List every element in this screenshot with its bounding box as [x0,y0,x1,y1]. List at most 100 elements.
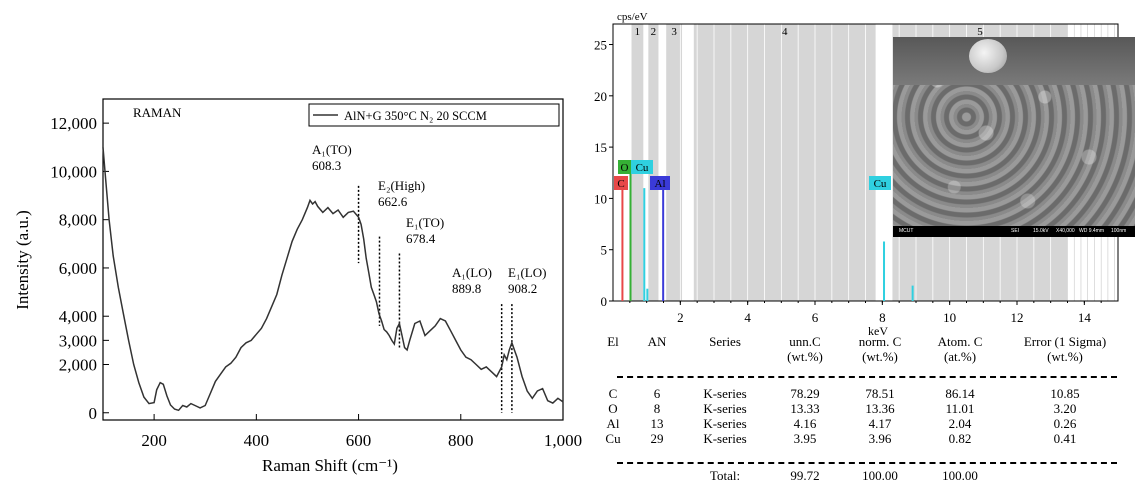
table-header-unit: (at.%) [943,349,977,364]
raman-y-axis-label: Intensity (a.u.) [13,210,32,310]
eds-region-band [666,24,683,301]
eds-peak-label-box [614,176,628,190]
table-cell: 0.41 [1053,431,1077,446]
raman-x-tick-label: 600 [346,431,372,450]
table-total-cell: 100.00 [862,468,898,483]
eds-peak-label: Al [655,178,666,190]
peak-label-shift: 662.6 [378,194,408,209]
table-cell: 0.82 [948,431,972,446]
table-header: Series [709,334,741,349]
peak-label-mode: A₁(LO) [452,265,492,280]
table-header: AN [647,334,667,349]
table-cell: 6 [653,386,661,401]
sem-bar-text: MCUT [899,228,914,234]
raman-x-tick-label: 800 [448,431,474,450]
table-total-cell: 99.72 [790,468,820,483]
raman-peak-markers [357,185,513,413]
table-cell: Cu [605,431,621,446]
eds-region-label: 5 [977,26,983,38]
eds-peak-label: O [621,162,629,174]
eds-y-tick-label: 0 [601,294,608,309]
table-header: Error (1 Sigma) [1023,334,1107,349]
eds-y-tick-label: 20 [594,89,607,104]
table-header: norm. C [858,334,902,349]
raman-y-axis: 0 2,000 3,000 4,000 6,000 8,000 10,000 12,000 [50,114,109,423]
raman-title: RAMAN [133,105,182,120]
table-cell: 10.85 [1050,386,1080,401]
raman-x-tick-label: 1,000 [544,431,582,450]
table-header: El [607,334,619,349]
table-cell: 3.20 [1053,401,1077,416]
raman-x-axis: 200 400 600 800 1,000 [141,414,582,450]
table-cell: 4.16 [793,416,817,431]
eds-peak-label-box [650,176,670,190]
table-cell: 4.17 [868,416,892,431]
table-cell: 13.33 [790,401,820,416]
eds-x-tick-label: 8 [879,310,886,325]
table-cell: 0.26 [1053,416,1077,431]
table-header: unn.C [789,334,821,349]
eds-y-unit: cps/eV [617,11,648,23]
raman-plot-frame [102,98,564,421]
peak-label-shift: 889.8 [452,281,481,296]
eds-x-tick-label: 6 [812,310,819,325]
sem-particle [969,39,1007,73]
eds-x-tick-label: 2 [677,310,684,325]
raman-y-tick-label: 6,000 [59,259,97,278]
peak-label-mode: A₁(TO) [312,142,352,157]
eds-region-label: 3 [671,26,677,38]
table-header-unit: (wt.%) [862,349,898,364]
eds-x-unit: keV [868,324,888,338]
peak-label-mode: E₂(High) [378,178,425,193]
eds-peak-label: Cu [636,162,649,174]
sem-info-bar: MCUT SEI 15.0kV X40,000 WD 9.4mm 100nm [893,226,1135,237]
table-cell: K-series [703,401,747,416]
table-cell: 11.01 [945,401,975,416]
eds-x-axis: 2 4 6 8 10 12 14 [629,301,1102,325]
eds-y-axis: 0 5 10 15 20 25 [594,38,613,309]
eds-region-label: 4 [782,26,788,38]
table-cell: 13 [650,416,664,431]
eds-peak-label-box [631,160,653,174]
peak-label-shift: 908.2 [508,281,537,296]
table-cell: K-series [703,431,747,446]
sem-dark-region [893,37,1135,85]
table-header: Atom. C [937,334,983,349]
table-cell: 78.51 [865,386,895,401]
raman-x-tick-label: 400 [244,431,270,450]
eds-x-tick-label: 4 [744,310,751,325]
raman-chart: 0 2,000 3,000 4,000 6,000 8,000 10,000 12,000 2… [13,98,582,475]
eds-x-tick-label: 12 [1011,310,1024,325]
eds-x-tick-label: 14 [1078,310,1092,325]
table-total-label: Total: [709,468,741,483]
table-cell: K-series [703,416,747,431]
raman-legend-box [308,103,560,127]
eds-region-band [693,24,876,301]
table-cell: 86.14 [945,386,975,401]
eds-y-tick-label: 10 [594,191,607,206]
peak-label-mode: E₁(TO) [406,215,444,230]
sem-bar-text: SEI [1011,228,1020,234]
raman-y-tick-label: 3,000 [59,331,97,350]
table-cell: 3.96 [868,431,892,446]
table-cell: 78.29 [790,386,820,401]
raman-y-tick-label: 10,000 [50,162,97,181]
eds-region-label: 1 [635,26,641,38]
raman-x-axis-label: Raman Shift (cm⁻¹) [262,456,398,475]
peak-label-shift: 608.3 [312,158,341,173]
table-cell: Al [606,416,620,431]
table-cell: 8 [653,401,661,416]
sem-micrograph-inset: MCUT SEI 15.0kV X40,000 WD 9.4mm 100nm [893,37,1135,237]
raman-y-tick-label: 2,000 [59,355,97,374]
eds-y-tick-label: 5 [601,243,608,258]
eds-peak-label-box [869,176,891,190]
table-cell: 2.04 [948,416,972,431]
eds-y-tick-label: 15 [594,140,607,155]
eds-region-band [648,24,659,301]
peak-label-shift: 678.4 [406,231,436,246]
table-cell: 29 [650,431,664,446]
raman-series-line [102,147,564,412]
eds-peak-label-box [618,160,631,174]
raman-y-tick-label: 4,000 [59,307,97,326]
sem-bar-text: WD 9.4mm [1079,228,1104,234]
